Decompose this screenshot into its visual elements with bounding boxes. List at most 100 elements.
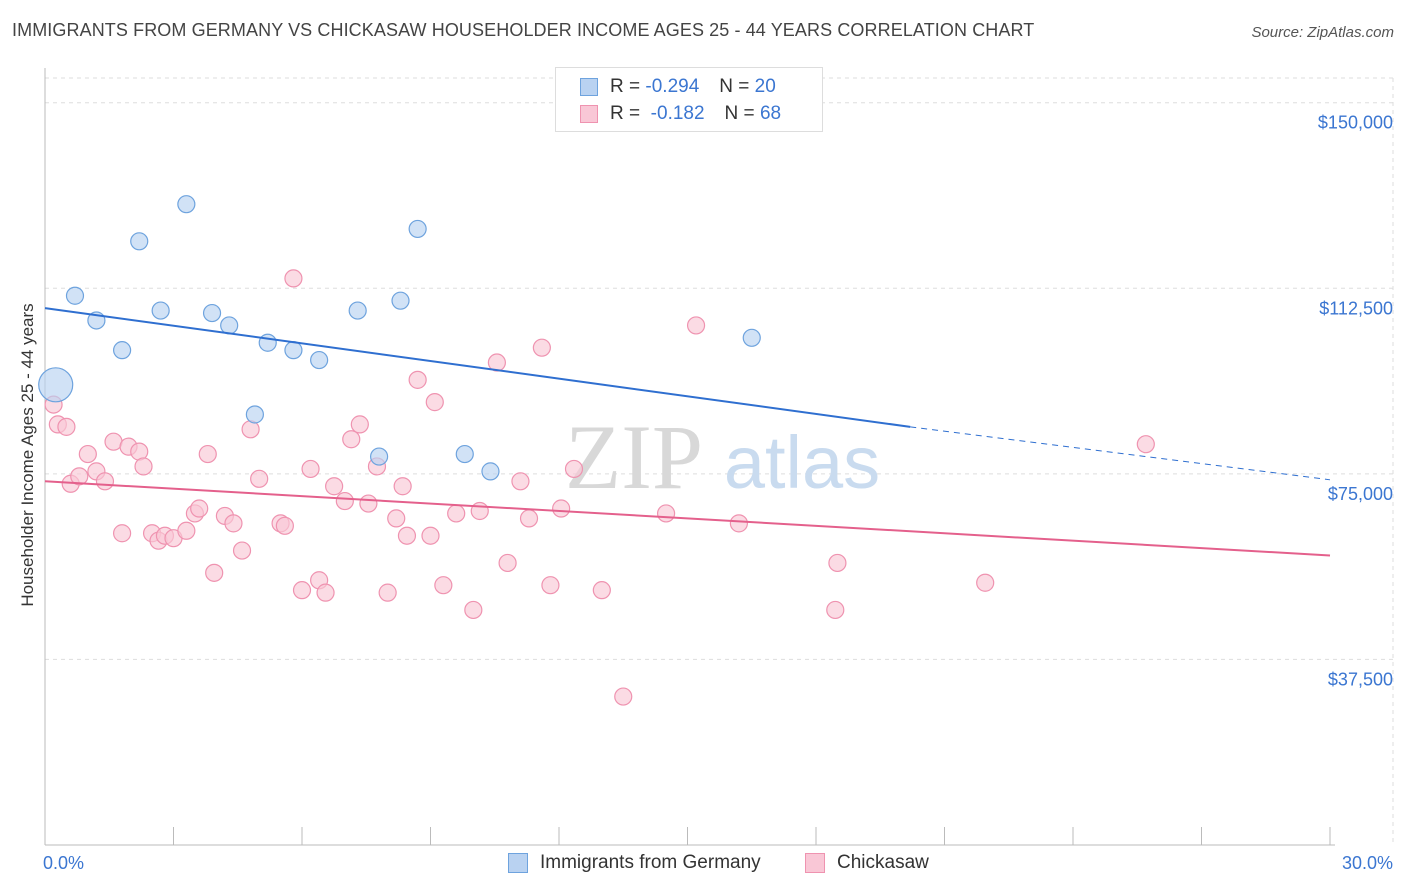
chickasaw-point <box>511 472 530 491</box>
chickasaw-point <box>614 687 633 706</box>
chickasaw-point <box>729 514 749 533</box>
chickasaw-point <box>205 563 224 582</box>
chickasaw-point <box>434 576 453 595</box>
chickasaw-point <box>532 338 551 357</box>
germany-point <box>258 333 277 352</box>
chickasaw-point <box>686 316 706 335</box>
germany-point <box>370 447 389 466</box>
germany-point <box>310 350 329 370</box>
chickasaw-point <box>464 600 483 620</box>
chickasaw-point <box>541 576 560 595</box>
chickasaw-point <box>393 477 412 496</box>
chickasaw-point <box>552 499 571 518</box>
chickasaw-point <box>275 516 294 535</box>
legend-row-germany: R = -0.294 N = 20 <box>580 76 776 98</box>
chickasaw-point <box>470 501 489 521</box>
germany-point <box>130 232 149 251</box>
x-tick-label-max: 30.0% <box>1342 853 1393 873</box>
germany-trend-dashed <box>910 426 1331 481</box>
chickasaw-point <box>70 467 89 486</box>
chickasaw-point <box>198 444 217 464</box>
chickasaw-point <box>359 494 378 513</box>
chickasaw-point <box>95 472 115 491</box>
chickasaw-r-value: -0.182 <box>650 103 705 124</box>
chickasaw-point <box>325 477 344 496</box>
chickasaw-point <box>284 269 303 288</box>
germany-point <box>177 195 196 214</box>
chickasaw-point <box>342 430 361 449</box>
legend-item-chickasaw: Chickasaw <box>805 852 929 874</box>
germany-point <box>245 405 264 424</box>
source-label: Source: ZipAtlas.com <box>1251 24 1394 41</box>
y-tick-label: $37,500 <box>1328 669 1393 689</box>
chickasaw-point <box>232 541 252 560</box>
chickasaw-point <box>78 444 97 464</box>
chickasaw-legend-label: Chickasaw <box>837 852 929 873</box>
y-tick-label: $150,000 <box>1318 113 1393 133</box>
germany-point <box>112 341 132 360</box>
germany-point <box>65 286 85 305</box>
trend-lines <box>44 307 1331 557</box>
germany-trend-line <box>44 307 911 428</box>
germany-r-label: R = <box>610 76 641 97</box>
chickasaw-swatch <box>580 105 598 123</box>
chickasaw-point <box>387 509 406 528</box>
gridlines <box>45 77 1394 845</box>
x-tick-label-min: 0.0% <box>43 853 84 873</box>
chart-title: IMMIGRANTS FROM GERMANY VS CHICKASAW HOU… <box>12 20 1035 40</box>
chickasaw-point <box>519 509 539 528</box>
chickasaw-point <box>134 457 153 476</box>
germany-point <box>151 301 170 320</box>
chickasaw-point <box>828 553 847 573</box>
chickasaw-point <box>826 600 845 620</box>
chickasaw-point <box>656 504 676 523</box>
germany-point <box>220 316 239 335</box>
chickasaw-points <box>44 269 1155 706</box>
chickasaw-point <box>378 583 397 602</box>
y-tick-label: $75,000 <box>1328 484 1393 504</box>
chickasaw-point <box>224 514 243 533</box>
germany-legend-label: Immigrants from Germany <box>540 852 761 873</box>
chickasaw-point <box>292 581 312 600</box>
chickasaw-point <box>350 415 369 434</box>
chickasaw-point <box>425 393 444 412</box>
y-tick-labels: $37,500 $75,000 $112,500 $150,000 <box>1318 113 1393 690</box>
germany-n-value: 20 <box>754 76 776 97</box>
germany-point <box>391 291 410 310</box>
legend-row-chickasaw: R = -0.182 N = 68 <box>580 103 781 125</box>
legend-item-germany: Immigrants from Germany <box>508 852 761 874</box>
chickasaw-point <box>564 459 584 479</box>
watermark-zip: ZIP <box>565 406 703 508</box>
germany-point <box>481 462 500 481</box>
chickasaw-point <box>592 581 611 600</box>
chickasaw-n-value: 68 <box>759 103 782 124</box>
axes <box>44 68 1335 846</box>
y-axis-label: Householder Income Ages 25 - 44 years <box>18 303 37 606</box>
chickasaw-r-label: R = <box>610 103 641 124</box>
chickasaw-point <box>112 524 132 543</box>
germany-point <box>202 303 222 323</box>
germany-point <box>742 328 761 347</box>
germany-point <box>38 367 74 403</box>
germany-point <box>284 341 303 360</box>
germany-point <box>348 301 367 320</box>
chickasaw-point <box>57 417 76 436</box>
watermark-atlas: atlas <box>724 421 880 504</box>
chickasaw-point <box>976 573 995 592</box>
chickasaw-point <box>498 553 517 573</box>
chickasaw-trend-line <box>44 480 1331 557</box>
chickasaw-n-label: N = <box>724 103 755 124</box>
y-tick-label: $112,500 <box>1319 298 1393 318</box>
chickasaw-point <box>447 504 466 523</box>
correlation-legend: R = -0.294 N = 20 R = -0.182 N = 68 <box>555 67 823 132</box>
germany-points <box>38 195 761 481</box>
chickasaw-point <box>250 469 269 488</box>
chickasaw-point <box>301 459 320 479</box>
germany-swatch <box>580 78 598 96</box>
germany-legend-swatch <box>508 853 528 873</box>
chickasaw-point <box>177 521 196 540</box>
chickasaw-point <box>408 370 427 389</box>
germany-n-label: N = <box>719 76 750 97</box>
chickasaw-legend-swatch <box>805 853 825 873</box>
